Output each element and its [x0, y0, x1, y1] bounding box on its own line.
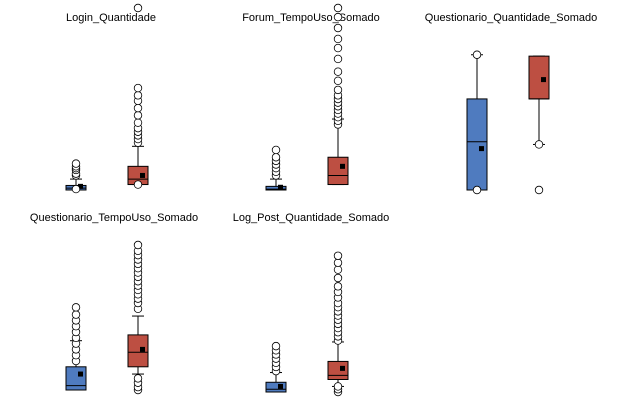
outlier-point — [333, 12, 343, 22]
mean-marker — [278, 383, 283, 389]
outlier-point — [133, 180, 143, 189]
outlier-point — [71, 184, 81, 194]
outlier-point — [333, 54, 343, 64]
panel-title-forum-tempouso-somado: Forum_TempoUso_Somado — [242, 12, 380, 24]
mean-marker — [140, 346, 145, 352]
mean-marker — [541, 77, 546, 83]
outlier-point — [71, 303, 81, 312]
outlier-point — [133, 374, 143, 383]
outlier-point — [333, 265, 343, 274]
mean-marker — [340, 365, 345, 371]
outlier-point — [133, 103, 143, 113]
outlier-point — [133, 111, 143, 120]
panel-title-log-post-quantidade-somado: Log_Post_Quantidade_Somado — [233, 212, 390, 224]
mean-marker — [278, 184, 283, 190]
outlier-point — [472, 185, 482, 195]
outlier-point — [133, 83, 143, 93]
outlier-point — [133, 118, 143, 127]
outlier-point — [271, 145, 281, 155]
panel-title-questionario-tempouso-somado: Questionario_TempoUso_Somado — [30, 212, 198, 224]
outlier-point — [271, 341, 281, 351]
outlier-point — [333, 282, 343, 291]
outlier-point — [333, 3, 343, 13]
mean-marker — [78, 183, 83, 189]
outlier-point — [133, 240, 143, 250]
outlier-point — [333, 382, 343, 391]
outlier-point — [534, 140, 544, 149]
outlier-point — [133, 3, 143, 13]
outlier-point — [133, 91, 143, 100]
box — [466, 98, 488, 191]
chart-marks — [65, 3, 550, 397]
outlier-point — [333, 67, 343, 76]
outlier-point — [333, 34, 343, 44]
mean-marker — [78, 371, 83, 377]
panel-title-questionario-quantidade-somado: Questionario_Quantidade_Somado — [425, 12, 597, 24]
box — [265, 185, 287, 191]
outlier-point — [333, 85, 343, 95]
mean-marker — [140, 172, 145, 178]
outlier-point — [333, 23, 343, 33]
outlier-point — [333, 76, 343, 85]
outlier-point — [333, 273, 343, 283]
outlier-point — [333, 43, 343, 53]
box — [127, 334, 149, 368]
mean-marker — [340, 163, 345, 169]
box — [265, 381, 287, 393]
outlier-point — [71, 159, 81, 168]
mean-marker — [479, 146, 484, 152]
outlier-point — [333, 251, 343, 260]
outlier-point — [472, 50, 482, 59]
box — [327, 156, 349, 186]
box — [65, 366, 87, 391]
outlier-point — [271, 153, 281, 162]
panel-title-login-quantidade: Login_Quantidade — [66, 12, 156, 24]
outlier-point — [534, 185, 544, 195]
outlier-point — [333, 258, 343, 267]
outlier-point — [71, 310, 81, 319]
